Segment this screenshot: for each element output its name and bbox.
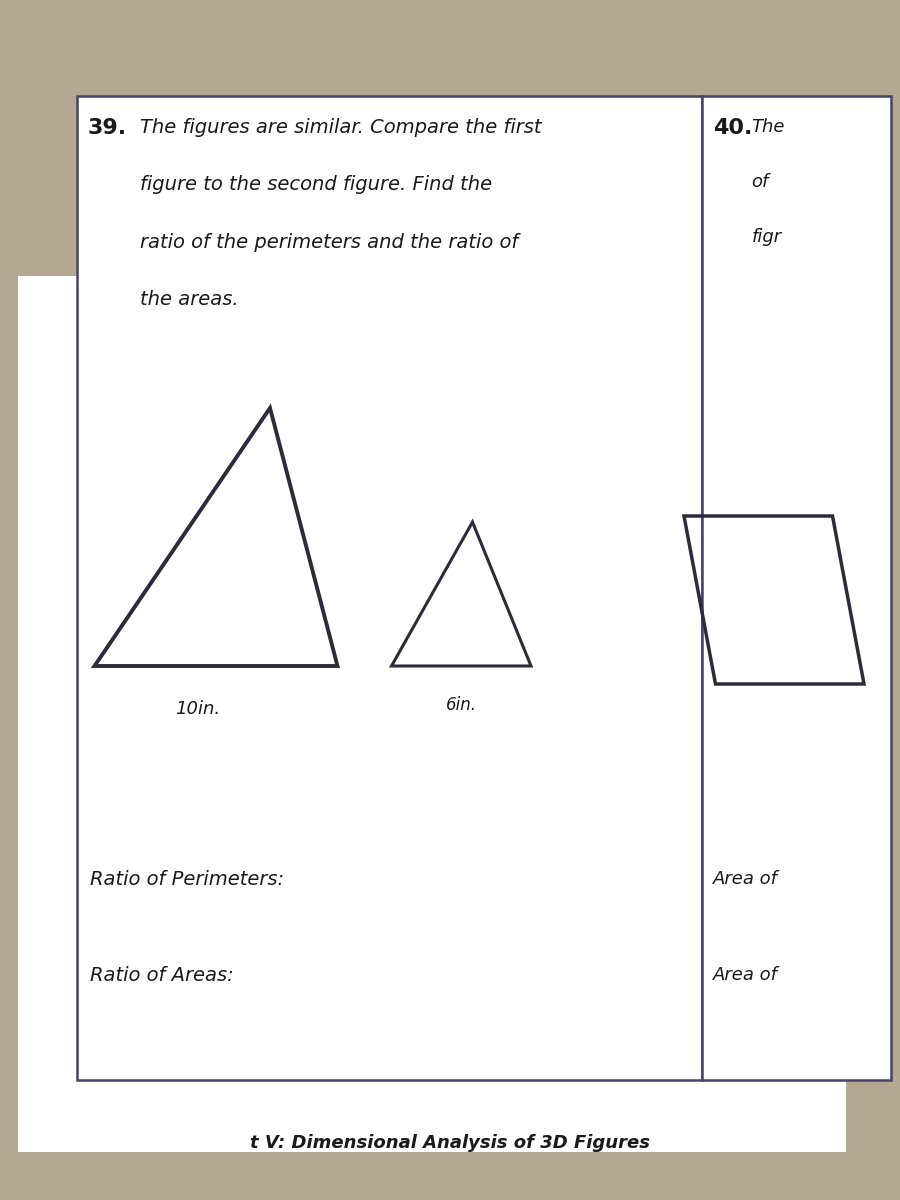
Text: 39.: 39.	[87, 118, 126, 138]
Bar	[76, 96, 702, 1080]
Text: ratio of the perimeters and the ratio of: ratio of the perimeters and the ratio of	[140, 233, 518, 252]
Text: figure to the second figure. Find the: figure to the second figure. Find the	[140, 175, 491, 194]
Text: of: of	[752, 173, 769, 191]
Text: 10in.: 10in.	[176, 700, 220, 718]
Text: The figures are similar. Compare the first: The figures are similar. Compare the fir…	[140, 118, 541, 137]
Text: The: The	[752, 118, 785, 136]
Bar	[702, 96, 891, 1080]
Text: t V: Dimensional Analysis of 3D Figures: t V: Dimensional Analysis of 3D Figures	[250, 1134, 650, 1152]
Text: figr: figr	[752, 228, 781, 246]
Text: Ratio of Areas:: Ratio of Areas:	[90, 966, 234, 985]
Text: Ratio of Perimeters:: Ratio of Perimeters:	[90, 870, 284, 889]
Text: Area of: Area of	[713, 870, 778, 888]
Text: 40.: 40.	[713, 118, 752, 138]
FancyBboxPatch shape	[18, 276, 846, 1152]
Text: the areas.: the areas.	[140, 290, 238, 310]
Text: 6in.: 6in.	[446, 696, 477, 714]
Text: Area of: Area of	[713, 966, 778, 984]
